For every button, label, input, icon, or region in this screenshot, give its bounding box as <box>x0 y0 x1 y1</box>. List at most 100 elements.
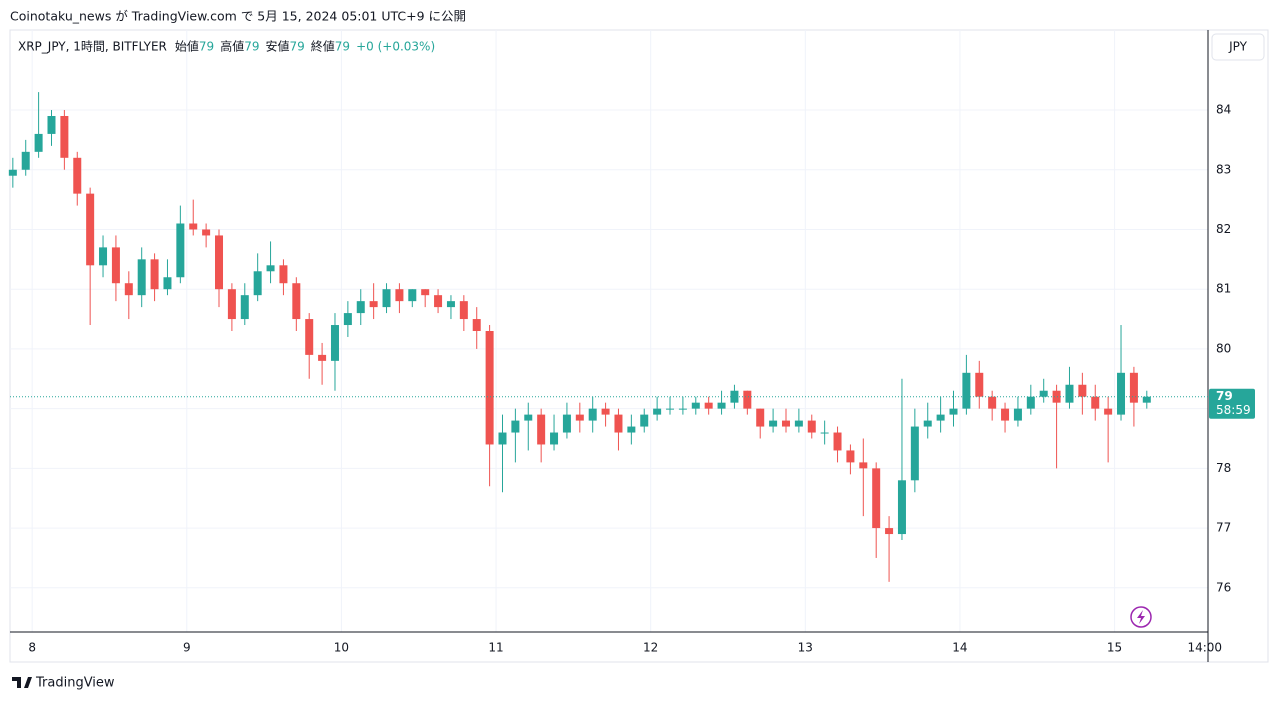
legend-text: 終値 <box>311 39 335 54</box>
candle-body <box>498 432 507 445</box>
candle-body <box>111 247 120 284</box>
candle-body <box>872 468 881 529</box>
candle-body <box>897 480 906 535</box>
candle-body <box>949 408 958 415</box>
candle-body <box>614 414 623 433</box>
y-tick-label: 81 <box>1216 282 1231 296</box>
candle-body <box>807 420 816 433</box>
y-tick-label: 84 <box>1216 103 1231 117</box>
candle-body <box>421 289 430 296</box>
candle-body <box>537 414 546 445</box>
candle-body <box>176 223 185 278</box>
legend: XRP_JPY, 1時間, BITFLYER 始値 79 高値 79 安値 79 終値 79 +0… <box>18 39 435 54</box>
candle-body <box>975 372 984 397</box>
candle-body <box>485 331 494 445</box>
legend-text: 79 <box>290 40 305 54</box>
candle-body <box>163 277 172 290</box>
currency-button[interactable] <box>1211 33 1265 61</box>
candle-body <box>1091 396 1100 409</box>
candle-body <box>833 432 842 451</box>
x-tick-label: 14 <box>952 641 967 655</box>
candle-body <box>408 289 417 302</box>
y-tick-label: 76 <box>1216 580 1231 594</box>
candle-body <box>395 289 404 302</box>
candle-body <box>1129 372 1138 403</box>
candle-body <box>756 408 765 427</box>
candle-body <box>434 295 443 308</box>
candle-body <box>588 408 597 421</box>
brand-logo <box>12 677 32 688</box>
candle-body <box>562 414 571 433</box>
candle-body <box>292 283 301 320</box>
candle-body <box>21 151 30 170</box>
candle-body <box>150 259 159 290</box>
candle-body <box>923 420 932 427</box>
candle-body <box>730 390 739 403</box>
candle-body <box>936 414 945 421</box>
grid <box>10 30 1208 632</box>
candle-body <box>227 289 236 320</box>
candle-body <box>1001 408 1010 421</box>
y-tick-label: 80 <box>1216 341 1231 355</box>
candle-body <box>550 432 559 445</box>
candle-body <box>601 408 610 415</box>
alert-icon[interactable] <box>1130 606 1152 628</box>
candle-body <box>253 271 262 296</box>
candle-body <box>1078 384 1087 397</box>
alert-bolt <box>1137 610 1145 624</box>
candle-body <box>73 157 82 194</box>
legend-text: +0 (+0.03%) <box>356 40 435 54</box>
x-tick-label: 15 <box>1107 641 1122 655</box>
candle-body <box>1039 390 1048 397</box>
candle-body <box>691 402 700 409</box>
candle-body <box>1117 372 1126 415</box>
candle-body <box>60 116 69 158</box>
x-tick-label: 13 <box>798 641 813 655</box>
candle-body <box>137 259 146 296</box>
x-tick-label: 11 <box>488 641 503 655</box>
candle-body <box>653 408 662 415</box>
candle-body <box>743 390 752 409</box>
candle-body <box>640 414 649 427</box>
candle-body <box>8 169 17 176</box>
legend-text: 高値 <box>220 39 244 54</box>
candle-body <box>717 402 726 409</box>
chart-frame <box>9 29 1269 663</box>
candle-body <box>240 295 249 320</box>
candle-body <box>369 301 378 308</box>
countdown: 58:59 <box>1216 403 1251 417</box>
legend-text: 安値 <box>265 39 289 54</box>
candle-body <box>1026 396 1035 409</box>
x-tick-label: 8 <box>28 641 36 655</box>
candle-body <box>524 414 533 421</box>
publish-line: Coinotaku_news が TradingView.com で 5月 15… <box>10 9 466 24</box>
x-tick-label: 10 <box>334 641 349 655</box>
legend-text: 79 <box>199 40 214 54</box>
candle-body <box>910 426 919 481</box>
y-tick-label: 78 <box>1216 461 1231 475</box>
x-tick-label: 9 <box>183 641 191 655</box>
candle-body <box>511 420 520 433</box>
candle-body <box>678 408 687 410</box>
candle-body <box>215 235 224 290</box>
candle-body <box>1142 396 1151 403</box>
candle-body <box>1104 408 1113 415</box>
candle-body <box>1052 390 1061 403</box>
candle-body <box>124 283 133 296</box>
candle-body <box>472 319 481 331</box>
y-tick-label: 82 <box>1216 222 1231 236</box>
candle-body <box>627 426 636 433</box>
candle-body <box>769 420 778 427</box>
legend-text: 79 <box>335 40 350 54</box>
candle-body <box>794 420 803 427</box>
last-price-box <box>1209 388 1255 419</box>
candle-body <box>846 450 855 463</box>
candle-body <box>318 354 327 361</box>
last-price-label: 79 <box>1216 389 1233 403</box>
y-tick-label: 83 <box>1216 162 1231 176</box>
candle-body <box>99 247 108 266</box>
candle-body <box>202 229 211 236</box>
currency: JPY <box>1228 40 1248 54</box>
legend-text: 79 <box>244 40 259 54</box>
